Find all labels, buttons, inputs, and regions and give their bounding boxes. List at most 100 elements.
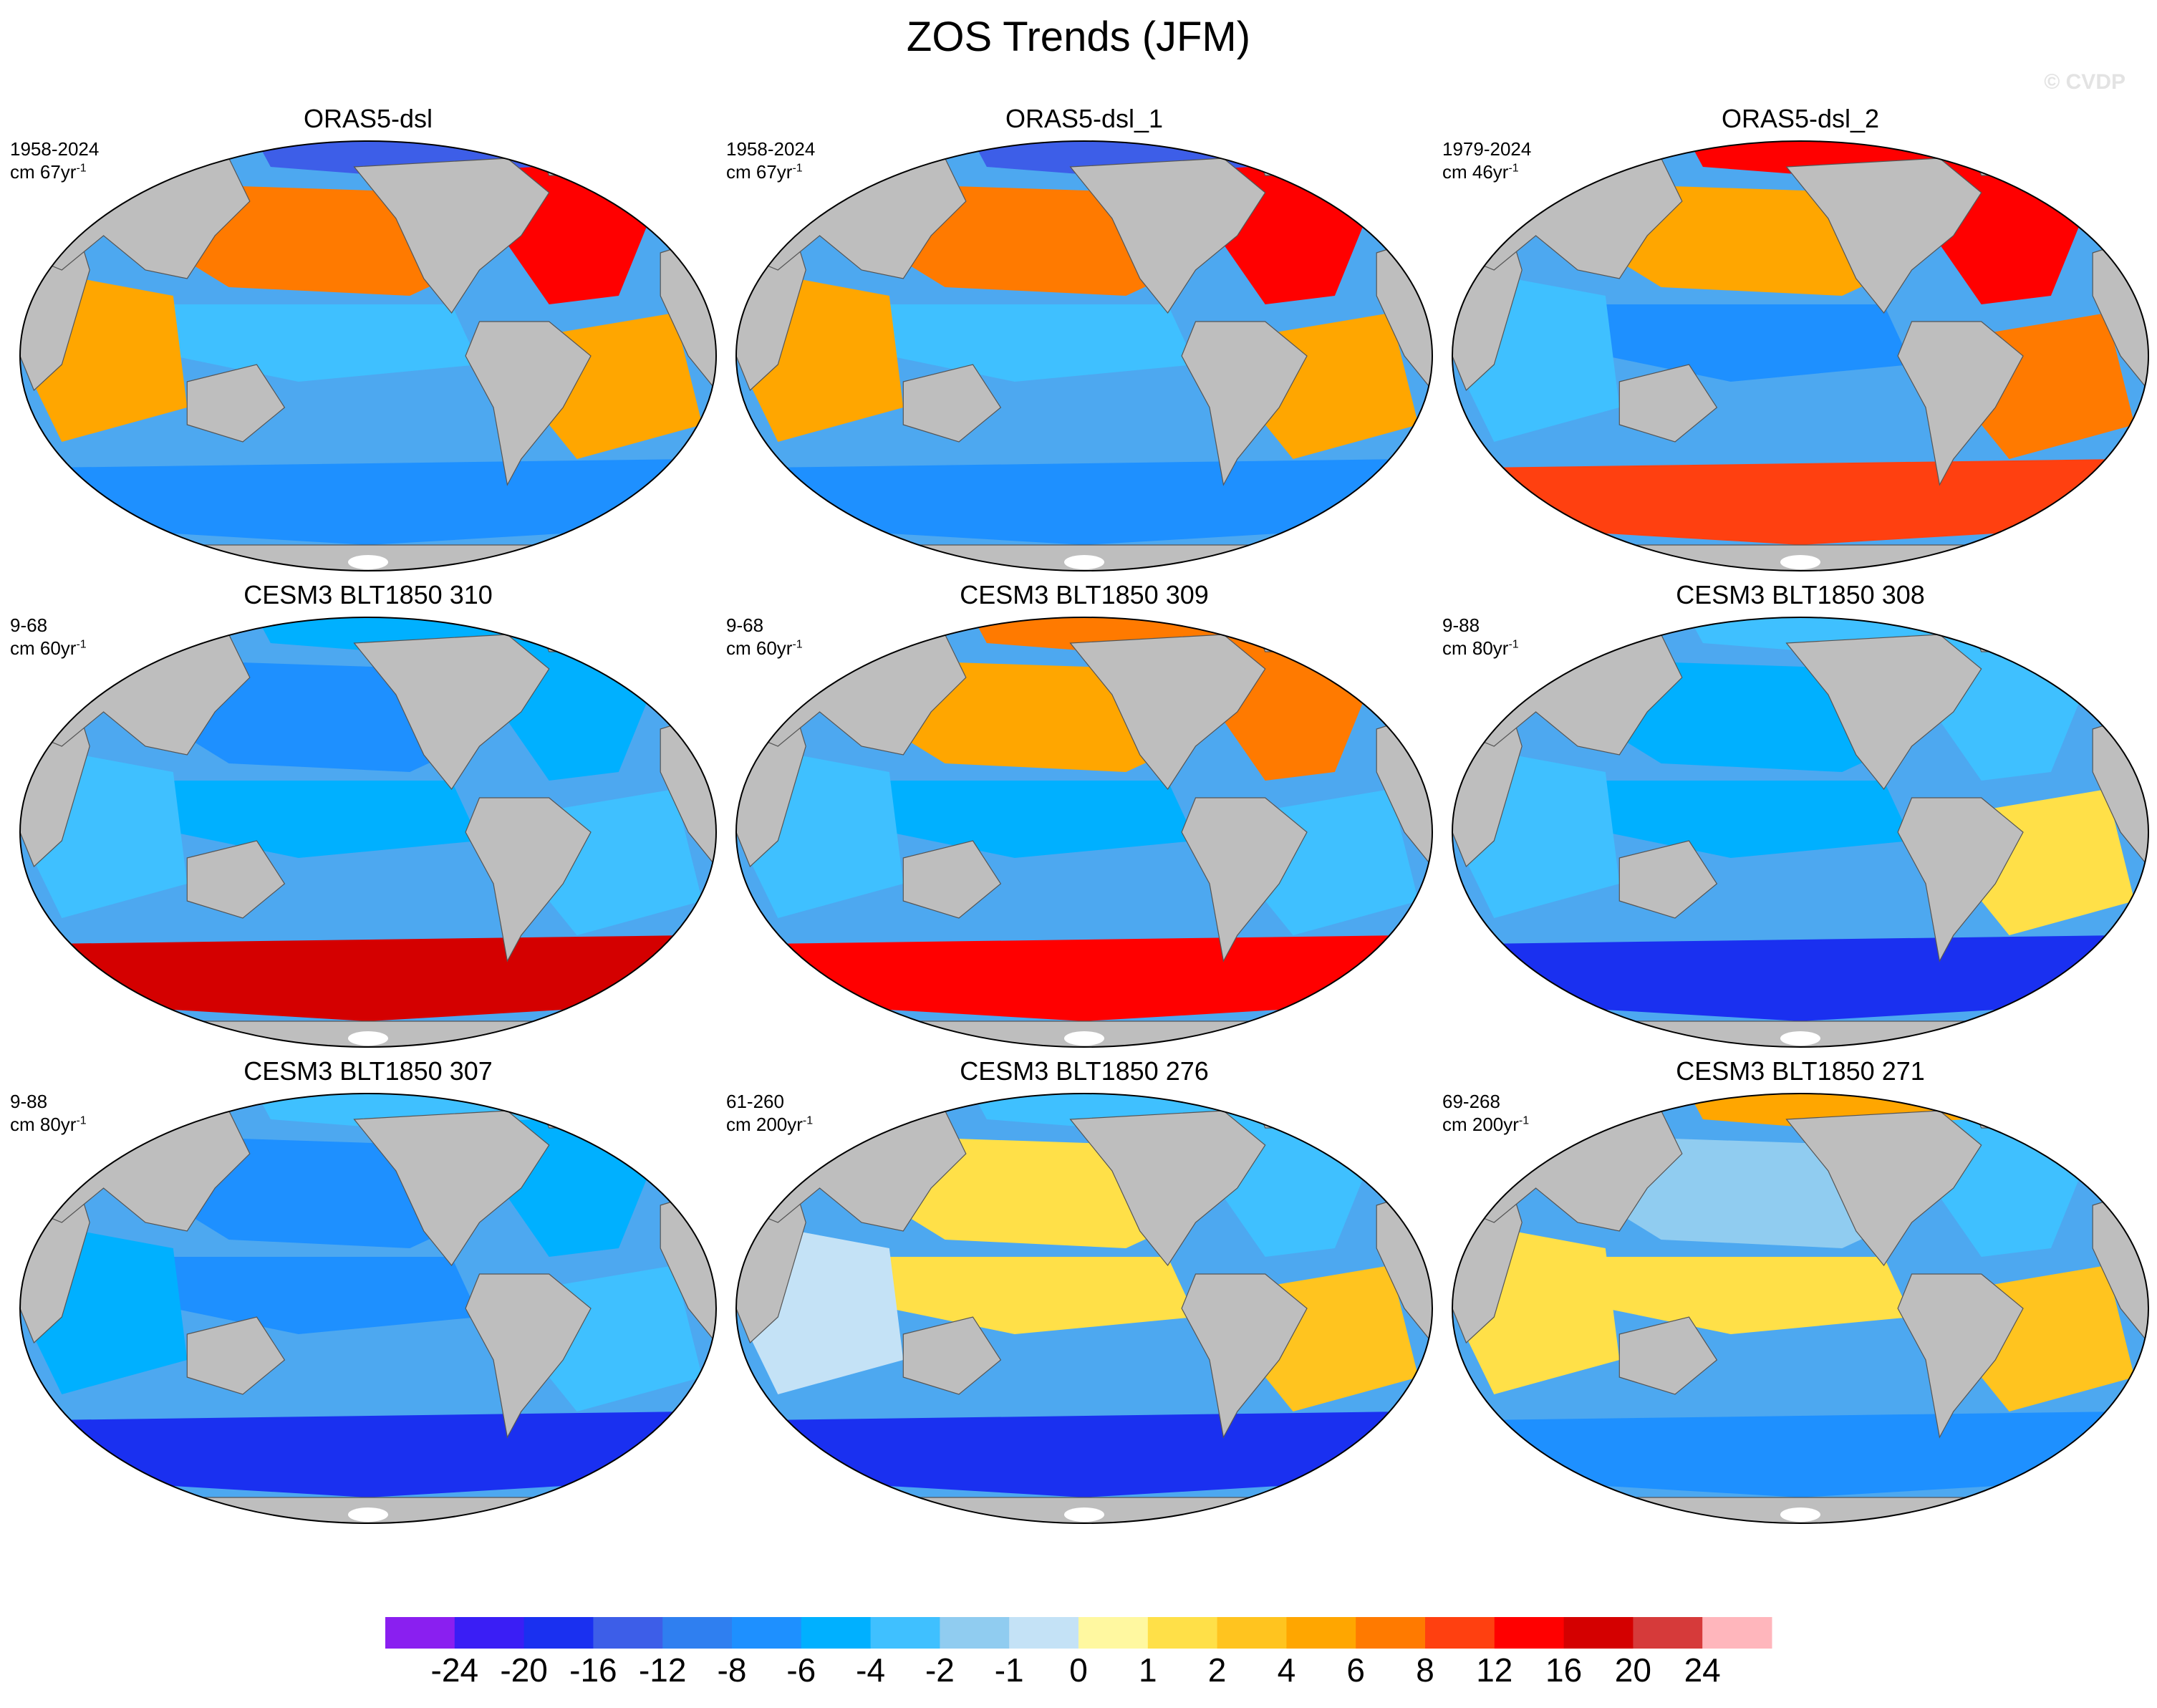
trend-region-tropical-pacific: [1605, 781, 1912, 858]
map-panel: CESM3 BLT1850 309 9-68 cm 60yr-1: [726, 580, 1442, 1053]
colorbar-swatch: [1286, 1617, 1356, 1649]
map-border: [19, 617, 717, 1048]
map-panel: ORAS5-dsl 1958-2024 cm 67yr-1: [10, 104, 726, 576]
panel-units: cm 80yr-1: [1442, 637, 1519, 660]
colorbar-tick-label: -4: [856, 1651, 886, 1689]
panel-units-exponent: -1: [792, 638, 803, 651]
land-north-america: [1069, 634, 1266, 791]
land-greenland: [1250, 617, 1322, 652]
ice-shelf: [1780, 1031, 1820, 1046]
land-north-america: [1785, 634, 1982, 791]
panel-units: cm 46yr-1: [1442, 161, 1519, 183]
ice-shelf: [1064, 555, 1104, 569]
map-svg: [1452, 140, 2149, 571]
colorbar-swatch: [1425, 1617, 1495, 1649]
panel-title: ORAS5-dsl_2: [1721, 104, 1880, 133]
map-border: [735, 1093, 1433, 1524]
map-panel: CESM3 BLT1850 271 69-268 cm 200yr-1: [1442, 1056, 2157, 1529]
ice-shelf: [1064, 1507, 1104, 1522]
ice-shelf: [1780, 1507, 1820, 1522]
panel-units: cm 67yr-1: [726, 161, 803, 183]
panel-units-exponent: -1: [76, 638, 87, 651]
colorbar-swatch: [385, 1617, 455, 1649]
panel-title: ORAS5-dsl_1: [1005, 104, 1164, 133]
panel-units-text: cm 60yr: [10, 637, 77, 659]
colorbar-tick-label: -8: [717, 1651, 747, 1689]
panel-units: cm 60yr-1: [10, 637, 87, 660]
colorbar-swatch: [801, 1617, 872, 1649]
panel-title: CESM3 BLT1850 271: [1676, 1056, 1925, 1086]
land-australia: [902, 1316, 1002, 1395]
land-north-america: [353, 158, 550, 314]
colorbar-tick-label: -20: [500, 1651, 548, 1689]
panel-title: CESM3 BLT1850 308: [1676, 580, 1925, 609]
trend-region-southern-ocean: [763, 1412, 1405, 1497]
panel-title: CESM3 BLT1850 307: [243, 1056, 493, 1086]
map-border: [1452, 140, 2149, 571]
colorbar-tick-label: -12: [638, 1651, 687, 1689]
map-svg: [1452, 617, 2149, 1048]
colorbar-tick-label: 4: [1277, 1651, 1296, 1689]
land-greenland: [534, 141, 606, 176]
panel-units-exponent: -1: [802, 1114, 814, 1127]
land-australia: [902, 364, 1002, 443]
colorbar-swatch: [1633, 1617, 1703, 1649]
panel-units-text: cm 200yr: [1442, 1114, 1519, 1135]
panel-title: CESM3 BLT1850 309: [960, 580, 1209, 609]
ice-shelf: [348, 555, 388, 569]
land-greenland: [1250, 1094, 1322, 1129]
colorbar-tick-label: 12: [1476, 1651, 1513, 1689]
map-panel: CESM3 BLT1850 307 9-88 cm 80yr-1: [10, 1056, 726, 1529]
land-greenland: [1967, 1094, 2038, 1129]
colorbar-tick-label: -6: [786, 1651, 816, 1689]
trend-region-tropical-pacific: [1605, 1257, 1912, 1334]
panel-units-text: cm 80yr: [1442, 637, 1509, 659]
colorbar-swatch: [1702, 1617, 1772, 1649]
map-svg: [735, 617, 1433, 1048]
panel-period: 61-260: [726, 1091, 784, 1112]
colorbar-tick-label: -1: [994, 1651, 1024, 1689]
panel-period: 1958-2024: [10, 138, 100, 160]
land-australia: [1618, 1316, 1718, 1395]
panel-period: 9-88: [10, 1091, 48, 1112]
trend-region-southern-ocean: [1480, 459, 2121, 545]
panel-period: 9-68: [10, 614, 48, 636]
panel-units: cm 200yr-1: [726, 1114, 813, 1136]
panel-units: cm 60yr-1: [726, 637, 803, 660]
land-north-america: [1785, 158, 1982, 314]
panel-units: cm 200yr-1: [1442, 1114, 1529, 1136]
map-panel: ORAS5-dsl_1 1958-2024 cm 67yr-1: [726, 104, 1442, 576]
land-south-america: [1897, 321, 2024, 486]
land-australia: [902, 840, 1002, 919]
colorbar-swatch: [1563, 1617, 1634, 1649]
trend-region-tropical-pacific: [889, 1257, 1196, 1334]
trend-region-southern-ocean: [763, 935, 1405, 1021]
colorbar-swatch: [662, 1617, 733, 1649]
panel-units-exponent: -1: [792, 162, 803, 175]
colorbar-swatch: [732, 1617, 802, 1649]
panel-units-text: cm 80yr: [10, 1114, 77, 1135]
land-australia: [186, 364, 286, 443]
land-north-america: [1785, 1110, 1982, 1267]
land-north-america: [1069, 1110, 1266, 1267]
trend-region-tropical-pacific: [173, 781, 480, 858]
colorbar-tick-label: 16: [1545, 1651, 1583, 1689]
map-panel: CESM3 BLT1850 308 9-88 cm 80yr-1: [1442, 580, 2157, 1053]
colorbar-swatch: [523, 1617, 594, 1649]
land-greenland: [1250, 141, 1322, 176]
map-svg: [19, 140, 717, 571]
colorbar-swatch: [1356, 1617, 1426, 1649]
land-south-america: [465, 797, 592, 962]
trend-region-southern-ocean: [763, 459, 1405, 545]
colorbar-swatch: [940, 1617, 1010, 1649]
land-south-america: [1897, 797, 2024, 962]
map-border: [19, 140, 717, 571]
ice-shelf: [348, 1507, 388, 1522]
panel-period: 9-68: [726, 614, 764, 636]
map-panel: ORAS5-dsl_2 1979-2024 cm 46yr-1: [1442, 104, 2157, 576]
panel-units-text: cm 67yr: [726, 161, 793, 183]
panel-units-text: cm 60yr: [726, 637, 793, 659]
map-border: [1452, 617, 2149, 1048]
panel-title: CESM3 BLT1850 276: [960, 1056, 1209, 1086]
map-panel: CESM3 BLT1850 276 61-260 cm 200yr-1: [726, 1056, 1442, 1529]
